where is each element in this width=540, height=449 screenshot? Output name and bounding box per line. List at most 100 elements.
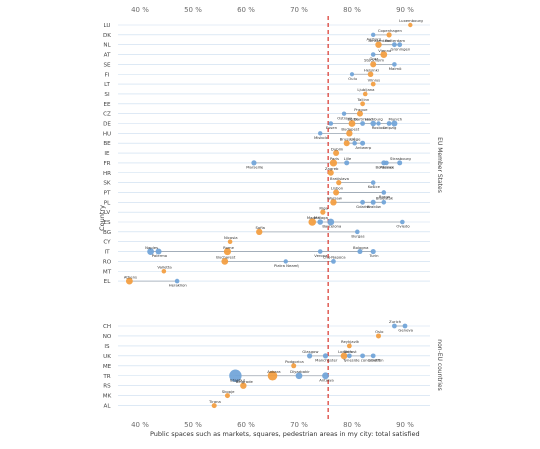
country-label-cy: CY xyxy=(103,240,111,246)
country-label-de: DE xyxy=(103,122,111,128)
point-geneva xyxy=(402,323,408,329)
x-axis-tick-labels: 40 % 40 % 50 % 50 % 60 % 60 % 70 % 70 % 80 % 80 %… xyxy=(131,6,414,429)
point-ljubljana xyxy=(362,91,368,97)
country-label-ee: EE xyxy=(103,102,111,108)
point-oviedo xyxy=(400,219,405,225)
point-prague xyxy=(356,110,363,117)
point-vilnius xyxy=(370,81,376,87)
point-bucharest xyxy=(221,258,229,265)
point-malmo xyxy=(392,62,397,67)
label-braga: Braga xyxy=(379,194,390,199)
point-madrid xyxy=(308,218,317,226)
x-tick-label-90-bottom: 90 % xyxy=(396,421,414,429)
label-istanbul: Istanbul xyxy=(230,377,245,382)
country-label-fi: FI xyxy=(105,72,110,78)
label-heraklion: Heraklion xyxy=(169,283,188,288)
label-miskolc: Miskolc xyxy=(314,135,328,140)
point-barcelona xyxy=(327,218,335,226)
point-bologna xyxy=(357,249,363,255)
label-ljubljana: Ljubljana xyxy=(357,87,374,92)
label-bia-ystok: Białystok xyxy=(376,196,394,201)
point-malaga xyxy=(317,219,324,225)
country-label-ch: CH xyxy=(103,324,111,330)
country-gridlines xyxy=(118,24,430,406)
label-zagreb: Zagreb xyxy=(325,166,339,171)
label-liege: Liège xyxy=(350,136,361,141)
label-palermo: Palermo xyxy=(152,253,168,258)
label-bucharest: Bucharest xyxy=(216,255,236,260)
country-label-no: NO xyxy=(103,334,112,340)
label-barcelona: Barcelona xyxy=(322,224,341,229)
point-diyarbakir xyxy=(295,372,303,380)
country-label-es: ES xyxy=(103,220,111,226)
label-diyarbakir: Diyarbakir xyxy=(290,369,310,374)
label-riga: Riga xyxy=(319,205,327,210)
label-stockholm: Stockholm xyxy=(364,58,384,63)
point-turin xyxy=(370,248,376,255)
point-zurich xyxy=(392,323,397,329)
point-nicosia xyxy=(227,239,233,244)
x-tick-label-60-bottom: 60 % xyxy=(237,421,255,429)
label-vilnius: Vilnius xyxy=(368,77,380,82)
country-label-nl: NL xyxy=(103,43,111,49)
x-tick-label-40-bottom: 40 % xyxy=(131,421,149,429)
point-berlin xyxy=(348,120,356,127)
country-label-me: ME xyxy=(103,364,112,370)
country-label-at: AT xyxy=(104,53,111,59)
label-lille: Lille xyxy=(344,156,352,161)
point-helsinki xyxy=(367,71,374,78)
point-rennes xyxy=(384,160,389,166)
label-skopje: Skopje xyxy=(222,389,235,394)
label-malaga: Málaga xyxy=(314,215,328,220)
point-naples xyxy=(147,248,155,255)
country-label-mt: MT xyxy=(103,269,112,275)
x-tick-label-80-bottom: 80 % xyxy=(343,421,361,429)
country-label-ie: IE xyxy=(104,151,110,157)
x-tick-label-60-top: 60 % xyxy=(237,6,255,14)
point-dortmund xyxy=(360,121,365,126)
label-sofia: Sofia xyxy=(255,225,264,230)
label-warsaw: Warsaw xyxy=(327,196,342,201)
point-palermo xyxy=(155,248,162,255)
label-naples: Naples xyxy=(145,245,158,250)
point-rostock xyxy=(376,121,381,126)
point-essen xyxy=(328,121,334,126)
label-zurich: Zurich xyxy=(389,319,402,324)
point-skopje xyxy=(224,393,230,399)
point-munich xyxy=(391,120,398,127)
point-paris xyxy=(329,159,338,167)
label-manchester: Manchester xyxy=(315,357,338,362)
point-cluj-napoca xyxy=(331,259,336,264)
label-bologna: Bologna xyxy=(353,245,368,250)
point-krakow xyxy=(370,199,376,205)
point-antwerp xyxy=(360,140,366,146)
y-axis-title: Country xyxy=(98,205,106,231)
label-london: London xyxy=(338,349,353,354)
point-marseille xyxy=(251,160,257,166)
point-strasbourg xyxy=(397,160,403,166)
point-cardiff xyxy=(370,353,376,359)
point-oulu xyxy=(349,72,355,77)
point-belgrade xyxy=(240,382,247,389)
label-lisbon: Lisbon xyxy=(331,186,344,191)
point-tallinn xyxy=(360,101,365,107)
label-essen: Essen xyxy=(326,125,338,130)
point-budapest xyxy=(346,130,353,137)
label-oviedo: Oviedo xyxy=(396,224,410,229)
label-strasbourg: Strasbourg xyxy=(390,156,411,161)
label-amsterdam: Amsterdam xyxy=(368,38,390,43)
country-label-be: BE xyxy=(103,141,111,147)
country-label-si: SI xyxy=(104,92,110,98)
country-label-sk: SK xyxy=(103,181,111,187)
country-label-rs: RS xyxy=(103,384,111,390)
label-berlin: Berlin xyxy=(348,117,360,122)
point-kosice xyxy=(370,180,376,185)
point-heraklion xyxy=(174,278,180,284)
label-geneva: Geneva xyxy=(398,328,413,333)
label-rotterdam: Rotterdam xyxy=(385,38,405,43)
point-zagreb xyxy=(327,169,334,176)
point-liege xyxy=(352,140,357,146)
label-madrid: Madrid xyxy=(307,215,321,220)
point-tirana xyxy=(211,403,217,409)
point-burgas xyxy=(355,229,360,235)
